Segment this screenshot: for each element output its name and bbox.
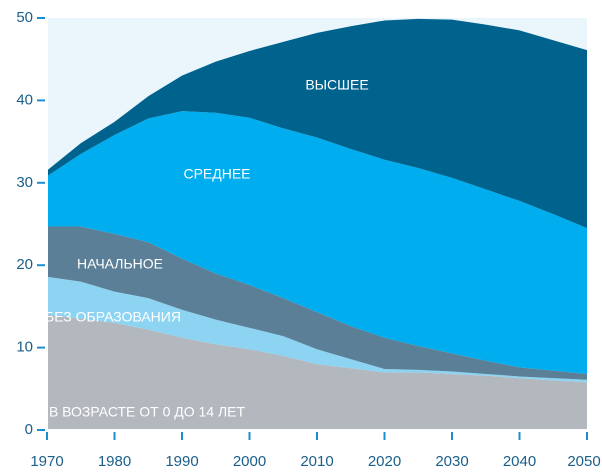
y-tick-label: 0: [25, 421, 33, 438]
x-tick-label: 1990: [165, 453, 198, 470]
x-tick-label: 2020: [368, 453, 401, 470]
x-tick-label: 1970: [30, 453, 63, 470]
area: [47, 18, 587, 229]
x-tick-label: 2040: [503, 453, 536, 470]
y-tick-label: 20: [16, 256, 33, 273]
x-tick-label: 2030: [435, 453, 468, 470]
area: [47, 314, 587, 430]
area: [47, 111, 587, 374]
y-tick-label: 10: [16, 339, 33, 356]
y-tick-label: 30: [16, 174, 33, 191]
y-tick-label: 50: [16, 9, 33, 26]
x-tick-label: 1980: [98, 453, 131, 470]
area: [47, 276, 587, 383]
y-tick-label: 40: [16, 91, 33, 108]
x-tick-label: 2000: [233, 453, 266, 470]
series-label: БЕЗ ОБРАЗОВАНИЯ: [45, 309, 181, 325]
x-tick-label: 2010: [300, 453, 333, 470]
series-label: НАЧАЛЬНОЕ: [77, 256, 163, 272]
series-label: ВЫСШЕЕ: [305, 77, 368, 93]
series-label: В ВОЗРАСТЕ ОТ 0 ДО 14 ЛЕТ: [49, 404, 246, 420]
x-tick-label: 2050: [567, 453, 600, 470]
area: [47, 226, 587, 380]
series-label: СРЕДНЕЕ: [183, 166, 250, 182]
